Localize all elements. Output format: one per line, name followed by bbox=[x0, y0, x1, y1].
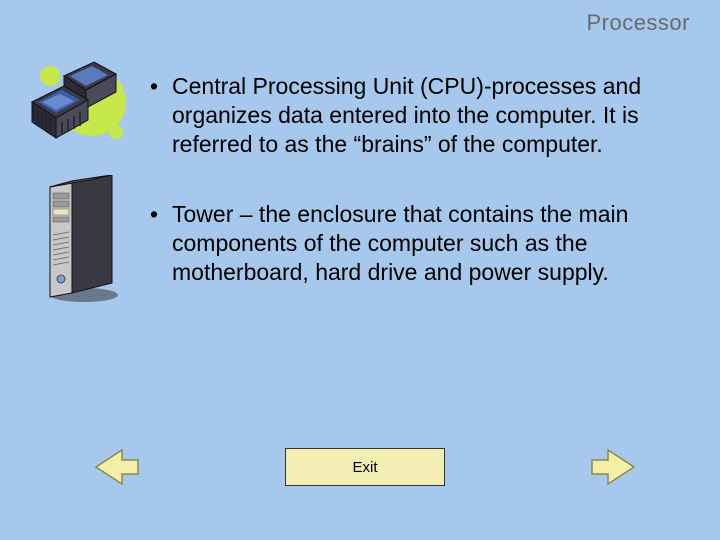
bullet-tower: • Tower – the enclosure that contains th… bbox=[150, 200, 710, 286]
tower-clipart bbox=[42, 175, 120, 303]
exit-label: Exit bbox=[352, 459, 377, 476]
bullet-marker: • bbox=[150, 200, 172, 286]
page-title: Processor bbox=[586, 10, 690, 36]
bullet-cpu: • Central Processing Unit (CPU)-processe… bbox=[150, 72, 710, 158]
exit-button[interactable]: Exit bbox=[285, 448, 445, 486]
content-area: • Central Processing Unit (CPU)-processe… bbox=[150, 72, 710, 329]
cpu-clipart bbox=[20, 54, 130, 154]
bullet-text: Central Processing Unit (CPU)-processes … bbox=[172, 72, 710, 158]
prev-button[interactable] bbox=[90, 446, 142, 488]
bullet-text: Tower – the enclosure that contains the … bbox=[172, 200, 710, 286]
arrow-right-icon bbox=[588, 446, 640, 488]
bullet-marker: • bbox=[150, 72, 172, 158]
arrow-left-icon bbox=[90, 446, 142, 488]
next-button[interactable] bbox=[588, 446, 640, 488]
nav-row: Exit bbox=[0, 446, 720, 488]
